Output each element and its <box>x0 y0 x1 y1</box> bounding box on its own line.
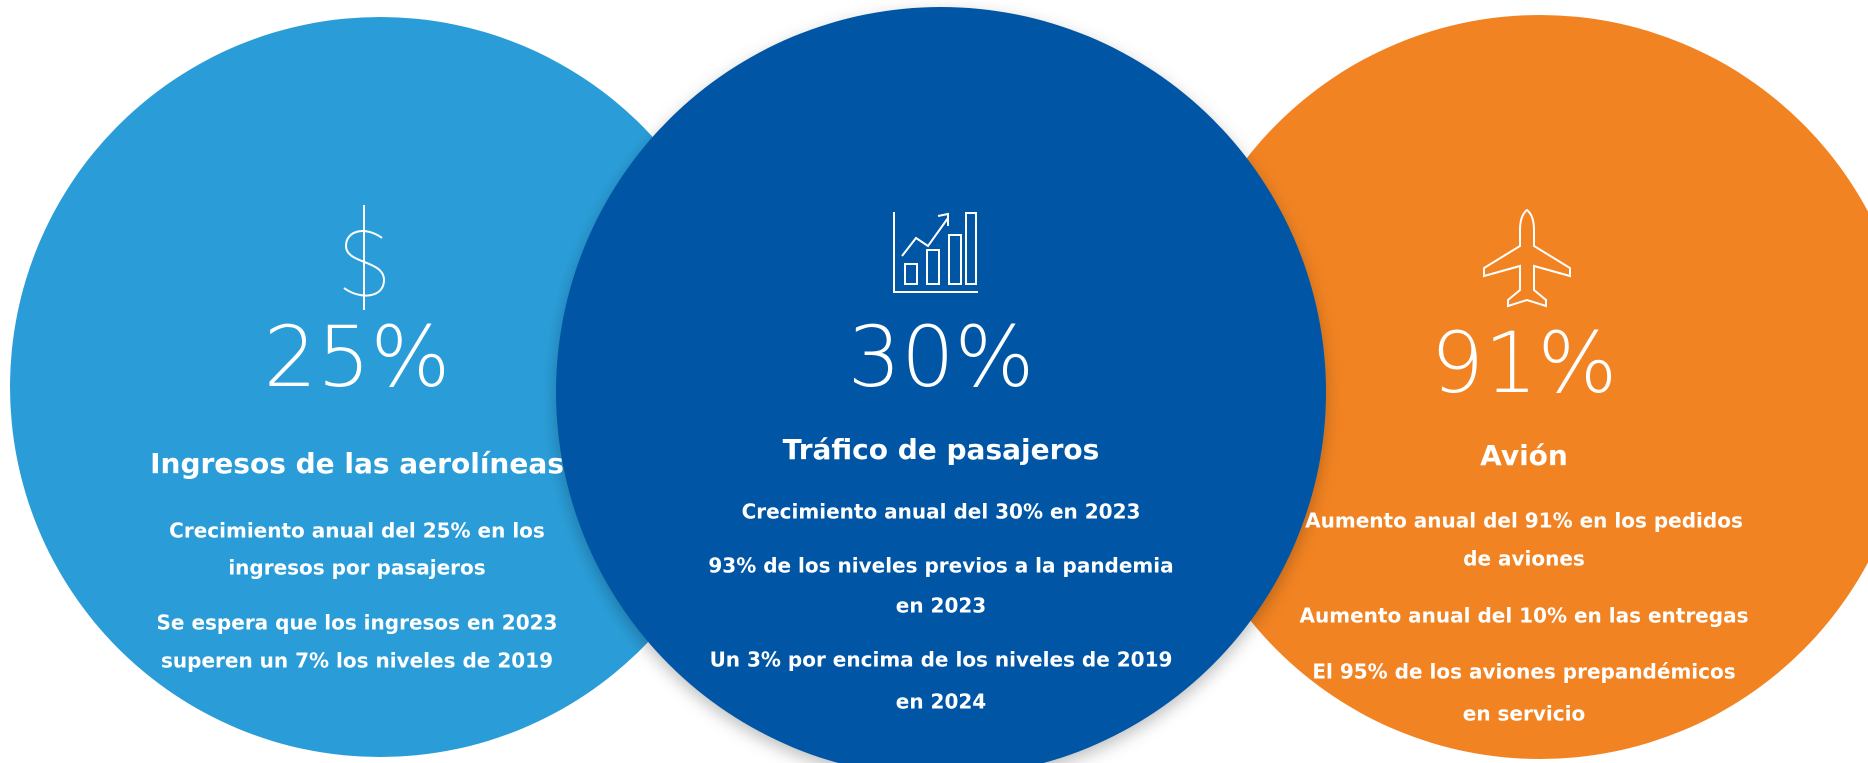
item-line: El 95% de los aviones prepandémicos <box>1312 660 1735 684</box>
item-line: 93% de los niveles previos a la pandemia <box>708 554 1173 578</box>
item-line: superen un 7% los niveles de 2019 <box>161 649 553 673</box>
item-line: de aviones <box>1463 547 1585 571</box>
item-line: ingresos por pasajeros <box>228 556 485 580</box>
percentage: 30% <box>848 308 1035 406</box>
item-line: Se espera que los ingresos en 2023 <box>157 611 558 635</box>
percentage: 91% <box>1431 314 1618 412</box>
panel-title: Ingresos de las aerolíneas <box>150 447 564 480</box>
item-line: en servicio <box>1463 702 1585 726</box>
item-line: Un 3% por encima de los niveles de 2019 <box>710 648 1173 672</box>
item-line: en 2024 <box>896 690 986 714</box>
item-line: en 2023 <box>896 594 986 618</box>
item-line: Aumento anual del 91% en los pedidos <box>1305 509 1743 533</box>
item-line: Crecimiento anual del 25% en los <box>169 519 545 543</box>
circle-traffic <box>556 7 1326 763</box>
percentage: 25% <box>264 308 451 406</box>
growth-icon <box>893 212 978 293</box>
panel-title: Avión <box>1480 439 1568 472</box>
item-line: Aumento anual del 10% en las entregas <box>1300 604 1749 628</box>
panel-title: Tráfico de pasajeros <box>783 433 1100 466</box>
circle-revenue <box>10 17 750 757</box>
item-line: Crecimiento anual del 30% en 2023 <box>742 500 1141 524</box>
plane-icon <box>1483 208 1571 308</box>
dollar-icon <box>343 205 386 310</box>
texts: 25% Ingresos de las aerolíneas Crecimiento… <box>150 308 1748 726</box>
circle-aircraft <box>1168 15 1868 759</box>
